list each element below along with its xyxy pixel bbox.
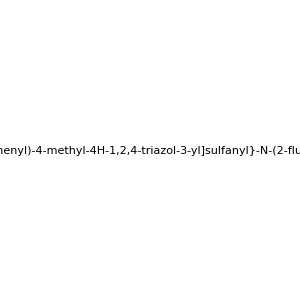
Text: 2-{[5-(3,4-dichlorophenyl)-4-methyl-4H-1,2,4-triazol-3-yl]sulfanyl}-N-(2-fluorop: 2-{[5-(3,4-dichlorophenyl)-4-methyl-4H-1… (0, 146, 300, 157)
